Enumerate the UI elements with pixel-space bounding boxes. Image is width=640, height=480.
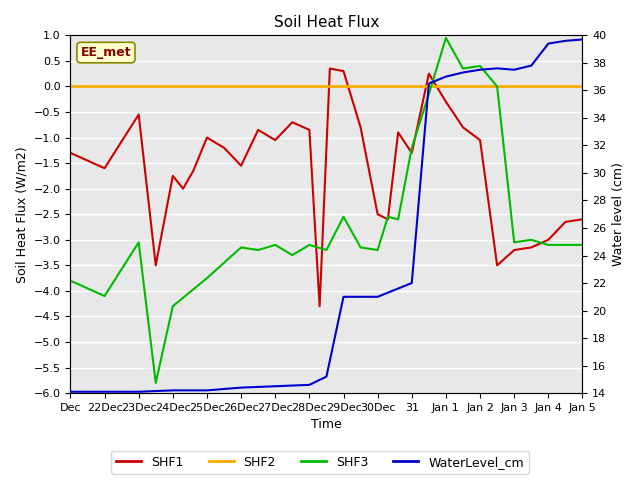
Text: EE_met: EE_met [81,46,131,59]
Title: Soil Heat Flux: Soil Heat Flux [274,15,379,30]
Legend: SHF1, SHF2, SHF3, WaterLevel_cm: SHF1, SHF2, SHF3, WaterLevel_cm [111,451,529,474]
Y-axis label: Water level (cm): Water level (cm) [612,162,625,266]
Y-axis label: Soil Heat Flux (W/m2): Soil Heat Flux (W/m2) [15,146,28,283]
X-axis label: Time: Time [311,419,342,432]
